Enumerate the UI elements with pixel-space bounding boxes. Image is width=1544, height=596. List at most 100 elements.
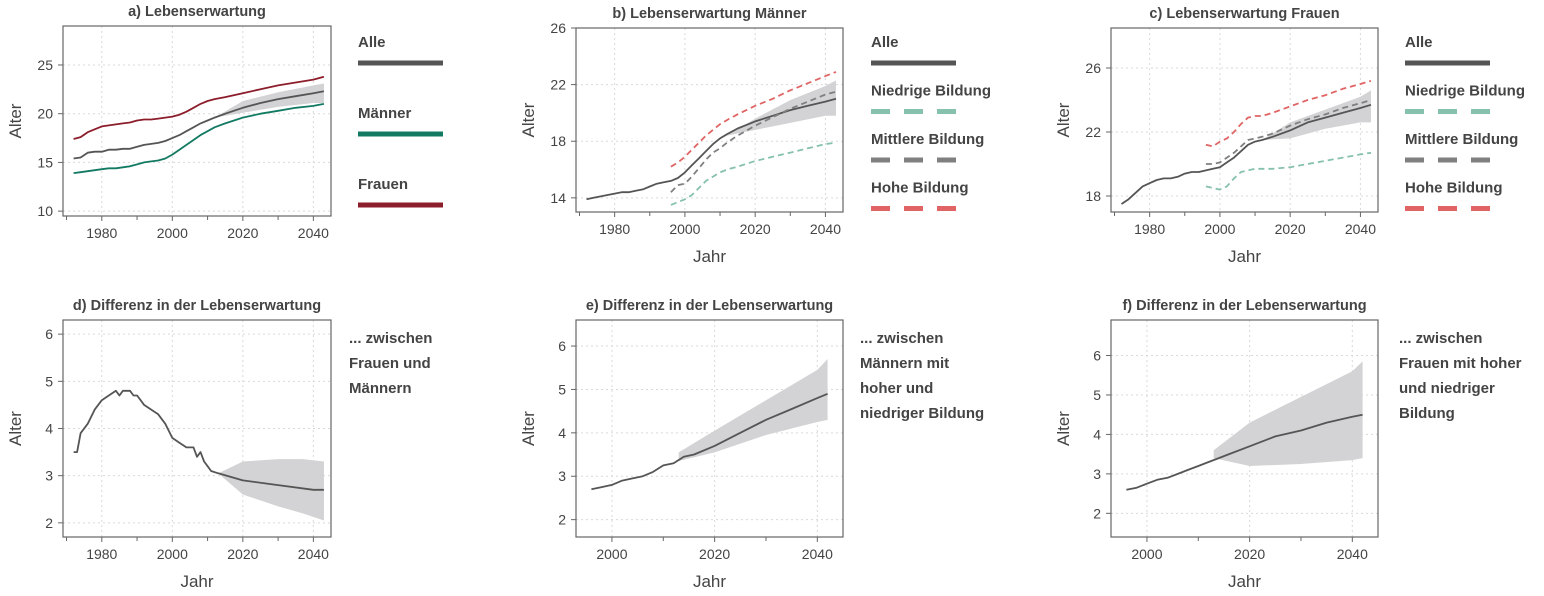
- x-tick-label: 2020: [740, 221, 771, 237]
- panel-2: 1980 2000 2020 2040 18 22 26 c) Lebenserwartung…: [1054, 6, 1379, 266]
- y-tick-label: 25: [37, 57, 53, 73]
- y-tick-label: 2: [558, 512, 566, 528]
- series-line-1: [670, 141, 837, 206]
- series-line-2: [1205, 99, 1372, 165]
- series-line-2: [670, 90, 837, 193]
- y-tick-label: 2: [45, 515, 53, 531]
- note-line: ... zwischen: [860, 330, 943, 347]
- panel-0: 1980 2000 2020 2040 10 15 20 25 a) Lebenserwartu…: [6, 4, 332, 241]
- legend-label: Alle: [358, 34, 386, 51]
- note-2: ... zwischen Frauen mit hoher und niedrige…: [1399, 330, 1522, 422]
- y-axis-label: Alter: [1054, 411, 1073, 446]
- series-line-3: [670, 71, 837, 168]
- x-tick-label: 2000: [596, 546, 627, 562]
- note-1: ... zwischen Männern mit hoher und niedrige…: [860, 330, 984, 422]
- uncertainty-band: [678, 359, 828, 462]
- x-tick-label: 2040: [1337, 546, 1368, 562]
- uncertainty-band: [727, 80, 836, 136]
- note-line: ... zwischen: [1399, 330, 1482, 347]
- x-tick-label: 2000: [157, 225, 188, 241]
- panel-title: b) Lebenserwartung Männer: [612, 6, 807, 22]
- panel-4: 2000 2020 2040 2 3 4 5 6 e) Differenz in der Leb…: [519, 298, 844, 591]
- y-tick-label: 20: [37, 106, 53, 122]
- y-axis-label: Alter: [6, 411, 25, 446]
- plot-frame: [575, 319, 844, 538]
- panel-5: 2000 2020 2040 2 3 4 5 6 f) Differenz in der Leb…: [1054, 298, 1379, 591]
- y-tick-label: 3: [45, 468, 53, 484]
- series-line-3: [1205, 79, 1372, 148]
- x-tick-label: 2040: [298, 225, 329, 241]
- series-line-0: [1126, 413, 1363, 491]
- y-tick-label: 6: [558, 338, 566, 354]
- uncertainty-band: [218, 459, 324, 521]
- x-axis-label: Jahr: [1228, 572, 1261, 591]
- y-tick-label: 2: [1093, 505, 1101, 521]
- y-tick-label: 10: [37, 203, 53, 219]
- x-tick-label: 2020: [699, 546, 730, 562]
- note-line: niedriger Bildung: [860, 405, 984, 422]
- note-line: Männern: [349, 380, 412, 397]
- note-line: hoher und: [860, 380, 933, 397]
- panel-title: d) Differenz in der Lebenserwartung: [73, 298, 321, 314]
- legends: Alle Männer Frauen Alle Niedrige Bildung Mitt…: [358, 34, 1525, 211]
- panel-1: 1980 2000 2020 2040 14 18 22 26 b) Lebenserwartu…: [519, 6, 844, 266]
- legend-label: Mittlere Bildung: [871, 131, 984, 148]
- panel-title: c) Lebenserwartung Frauen: [1149, 6, 1339, 22]
- panel-3: 1980 2000 2020 2040 2 3 4 5 6 d) Differenz in der…: [6, 298, 332, 591]
- series-line-0: [73, 90, 325, 160]
- x-axis-label: Jahr: [1228, 247, 1261, 266]
- series-line-2: [73, 75, 325, 140]
- legend-label: Männer: [358, 105, 412, 122]
- panel-title: e) Differenz in der Lebenserwartung: [586, 298, 833, 314]
- note-line: Frauen mit hoher: [1399, 355, 1522, 372]
- note-line: und niedriger: [1399, 380, 1495, 397]
- x-tick-label: 2040: [1345, 221, 1376, 237]
- note-line: Männern mit: [860, 355, 949, 372]
- series-line-0: [586, 97, 837, 201]
- y-tick-label: 5: [558, 381, 566, 397]
- x-tick-label: 2000: [1131, 546, 1162, 562]
- legend-label: Alle: [871, 34, 899, 51]
- uncertainty-band: [1262, 90, 1371, 140]
- legend-label: Alle: [1405, 34, 1433, 51]
- legend-0: Alle Männer Frauen: [358, 34, 443, 208]
- series-line-0: [73, 389, 324, 491]
- x-tick-label: 2040: [802, 546, 833, 562]
- x-tick-label: 2040: [810, 221, 841, 237]
- y-tick-label: 26: [1085, 60, 1101, 76]
- legend-label: Hohe Bildung: [1405, 180, 1503, 197]
- series-line-0: [1120, 103, 1372, 205]
- y-tick-label: 3: [1093, 466, 1101, 482]
- x-tick-label: 1980: [599, 221, 630, 237]
- y-tick-label: 4: [45, 421, 53, 437]
- y-axis-label: Alter: [1054, 102, 1073, 137]
- x-tick-label: 2040: [298, 546, 329, 562]
- x-tick-label: 2000: [669, 221, 700, 237]
- x-axis-label: Jahr: [693, 572, 726, 591]
- note-line: Bildung: [1399, 405, 1455, 422]
- plot-frame: [1110, 27, 1379, 213]
- y-tick-label: 14: [550, 190, 566, 206]
- y-tick-label: 5: [1093, 387, 1101, 403]
- plot-frame: [575, 27, 844, 213]
- x-tick-label: 2020: [227, 546, 258, 562]
- y-tick-label: 6: [1093, 348, 1101, 364]
- legend-label: Niedrige Bildung: [1405, 83, 1525, 100]
- y-tick-label: 22: [1085, 124, 1101, 140]
- y-tick-label: 22: [550, 77, 566, 93]
- uncertainty-band: [1213, 361, 1363, 466]
- series-line-1: [1205, 151, 1372, 191]
- y-axis-label: Alter: [519, 411, 538, 446]
- legend-1: Alle Niedrige Bildung Mittlere Bildung Hohe…: [871, 34, 991, 211]
- note-0: ... zwischen Frauen und Männern: [349, 330, 432, 397]
- y-tick-label: 4: [1093, 426, 1101, 442]
- x-tick-label: 1980: [86, 225, 117, 241]
- x-tick-label: 2000: [1204, 221, 1235, 237]
- series-line-1: [73, 103, 325, 174]
- legend-label: Niedrige Bildung: [871, 83, 991, 100]
- x-tick-label: 2020: [1275, 221, 1306, 237]
- x-axis-label: Jahr: [180, 572, 213, 591]
- y-tick-label: 5: [45, 373, 53, 389]
